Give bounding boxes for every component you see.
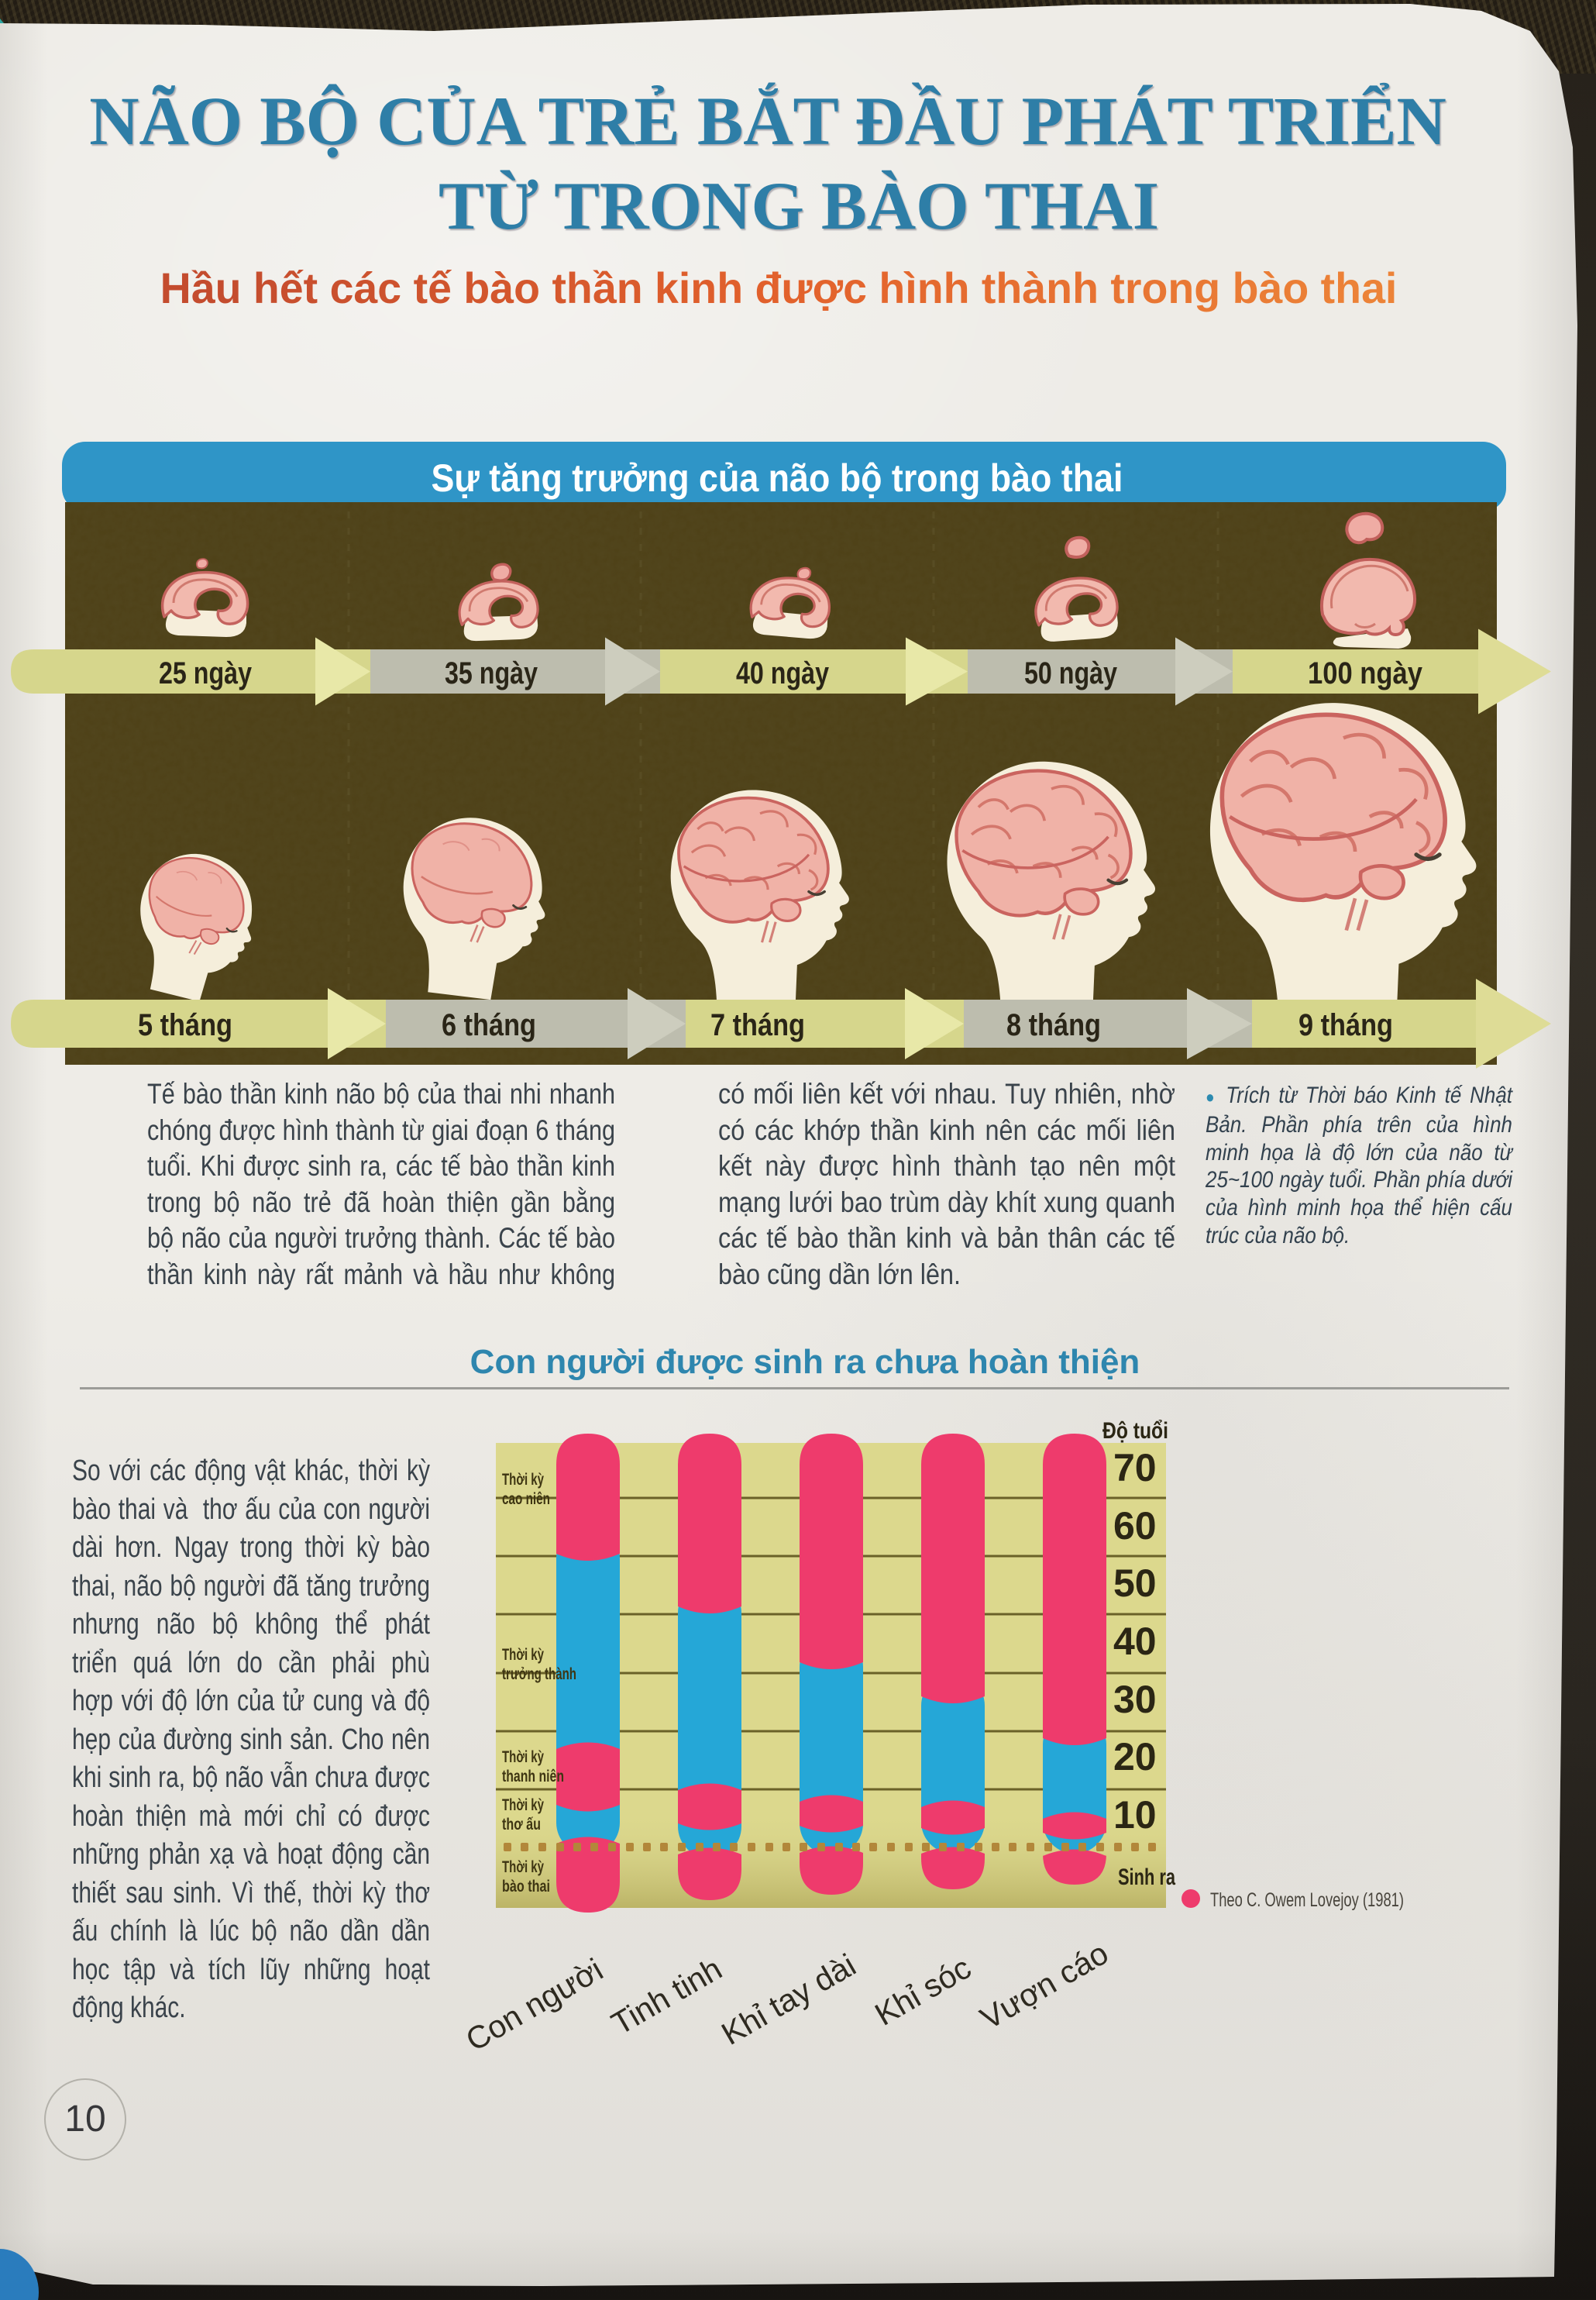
svg-text:thơ ấu: thơ ấu xyxy=(502,1816,541,1833)
svg-text:Theo C. Owem Lovejoy (1981): Theo C. Owem Lovejoy (1981) xyxy=(1210,1889,1404,1911)
svg-text:bào thai: bào thai xyxy=(502,1878,550,1895)
svg-text:Thời kỳ: Thời kỳ xyxy=(502,1858,544,1876)
svg-text:100 ngày: 100 ngày xyxy=(1308,656,1423,690)
svg-text:trưởng thành: trưởng thành xyxy=(502,1665,576,1683)
svg-text:Sinh ra: Sinh ra xyxy=(1118,1864,1175,1890)
svg-text:Vượn cáo: Vượn cáo xyxy=(975,1935,1115,2037)
svg-text:6 tháng: 6 tháng xyxy=(442,1008,536,1042)
svg-text:25 ngày: 25 ngày xyxy=(159,656,253,690)
svg-text:Con người: Con người xyxy=(460,1951,609,2058)
svg-text:30: 30 xyxy=(1113,1678,1157,1721)
svg-text:10: 10 xyxy=(1113,1793,1157,1837)
svg-text:5 tháng: 5 tháng xyxy=(138,1008,232,1042)
svg-text:20: 20 xyxy=(1113,1735,1157,1778)
svg-text:thanh niên: thanh niên xyxy=(502,1768,564,1785)
svg-text:Sự tăng trưởng của não bộ tron: Sự tăng trưởng của não bộ trong bào thai xyxy=(432,456,1123,500)
svg-text:cao niên: cao niên xyxy=(502,1490,550,1508)
svg-text:40 ngày: 40 ngày xyxy=(736,656,830,690)
svg-text:7 tháng: 7 tháng xyxy=(710,1008,805,1042)
svg-text:Thời kỳ: Thời kỳ xyxy=(502,1748,544,1766)
svg-text:Thời kỳ: Thời kỳ xyxy=(502,1471,544,1489)
svg-text:Khỉ tay dài: Khỉ tay dài xyxy=(716,1947,862,2052)
svg-text:50: 50 xyxy=(1113,1561,1157,1605)
svg-text:Thời kỳ: Thời kỳ xyxy=(502,1796,544,1814)
svg-text:Khỉ sóc: Khỉ sóc xyxy=(869,1950,977,2033)
svg-text:35 ngày: 35 ngày xyxy=(445,656,538,690)
svg-text:70: 70 xyxy=(1113,1446,1157,1489)
svg-text:8 tháng: 8 tháng xyxy=(1006,1008,1101,1042)
svg-text:Thời kỳ: Thời kỳ xyxy=(502,1646,544,1664)
svg-text:60: 60 xyxy=(1113,1504,1157,1548)
svg-text:50 ngày: 50 ngày xyxy=(1024,656,1118,690)
svg-text:9 tháng: 9 tháng xyxy=(1298,1008,1393,1042)
svg-text:Độ tuổi: Độ tuổi xyxy=(1102,1418,1168,1444)
svg-text:Tinh tinh: Tinh tinh xyxy=(606,1951,728,2042)
svg-text:40: 40 xyxy=(1113,1620,1157,1663)
